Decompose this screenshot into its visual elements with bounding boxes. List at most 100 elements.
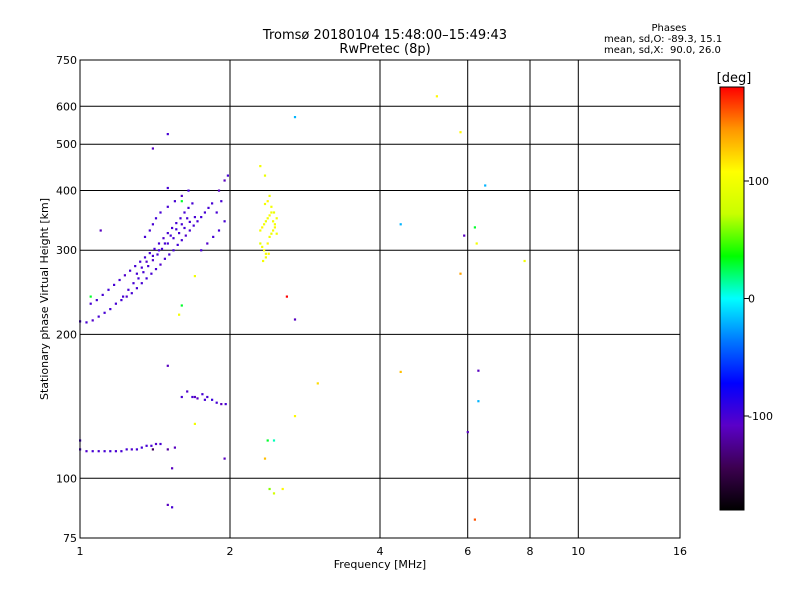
scatter-point (266, 200, 269, 203)
scatter-point (130, 292, 133, 295)
scatter-point (215, 401, 218, 404)
scatter-point (109, 308, 112, 311)
scatter-point (103, 450, 106, 453)
scatter-point (217, 189, 221, 192)
scatter-point (103, 311, 106, 314)
scatter-point (178, 232, 181, 235)
scatter-point (211, 202, 214, 205)
scatter-point (193, 422, 196, 425)
scatter-point (523, 259, 526, 263)
scatter-point (143, 256, 147, 259)
scatter-point (263, 249, 266, 252)
scatter-point (148, 229, 151, 232)
scatter-point (145, 444, 148, 447)
scatter-point (475, 242, 478, 245)
y-tick-label: 200 (56, 328, 77, 341)
scatter-point (293, 116, 297, 119)
scatter-point (157, 242, 161, 245)
scatter-point (217, 229, 221, 232)
scatter-point (261, 226, 264, 229)
scatter-point (166, 205, 169, 208)
scatter-point (99, 229, 102, 232)
scatter-point (463, 234, 466, 237)
scatter-point (266, 242, 269, 245)
scatter-point (201, 393, 204, 396)
phases-legend-title: Phases (651, 23, 687, 34)
scatter-point (107, 288, 110, 291)
scatter-point (203, 211, 206, 214)
scatter-point (166, 448, 169, 451)
scatter-point (91, 319, 94, 322)
scatter-point (186, 217, 189, 220)
scatter-point (151, 254, 154, 257)
scatter-point (272, 492, 276, 495)
scatter-point (180, 304, 183, 307)
scatter-point (101, 293, 104, 296)
scatter-point (220, 200, 223, 203)
scatter-point (188, 229, 191, 232)
scatter-point (484, 184, 487, 187)
scatter-point (97, 315, 100, 318)
scatter-point (272, 211, 276, 214)
scatter-point (477, 400, 480, 403)
y-axis-label: Stationary phase Virtual Height [km] (38, 198, 51, 400)
y-tick-labels: 75 100 200 300 400 500 600 750 (56, 54, 77, 545)
scatter-point (89, 302, 92, 305)
scatter-point (268, 487, 271, 491)
scatter-point (114, 302, 117, 305)
x-tick-label: 8 (527, 545, 534, 558)
scatter-point (224, 403, 227, 406)
scatter-point (175, 228, 178, 231)
scatter-point (273, 226, 276, 229)
scatter-point (262, 259, 265, 263)
scatter-point (263, 174, 267, 177)
y-tick-label: 600 (56, 100, 77, 113)
scatter-point (215, 211, 218, 214)
scatter-point (173, 200, 176, 203)
scatter-point (154, 217, 158, 220)
scatter-point (192, 224, 195, 227)
y-tick-label: 500 (56, 138, 77, 151)
scatter-point (125, 448, 128, 451)
phases-legend-o-mode: mean, sd,O: -89.3, 15.1 (604, 34, 723, 45)
scatter-point (259, 242, 262, 245)
scatter-point (154, 268, 158, 271)
scatter-point (150, 444, 153, 447)
scatter-point (184, 234, 187, 237)
scatter-point (123, 274, 126, 277)
colorbar-tick-label: 100 (748, 175, 769, 188)
scatter-point (159, 442, 162, 446)
scatter-point (268, 235, 271, 238)
scatter-point (316, 382, 319, 385)
x-tick-labels: 1 2 4 6 8 10 16 (77, 545, 688, 558)
chart-subtitle: RwPretec (8p) (339, 42, 431, 57)
scatter-point (178, 313, 181, 316)
scatter-point (275, 217, 278, 220)
scatter-point (147, 265, 150, 268)
scatter-point (114, 450, 117, 453)
scatter-point (193, 275, 196, 278)
scatter-point (85, 321, 88, 324)
scatter-point (473, 518, 476, 521)
colorbar-label: [deg] (717, 71, 752, 86)
scatter-point (268, 194, 271, 197)
scatter-point (172, 237, 175, 240)
colorbar-tick-label: 0 (748, 293, 755, 306)
scatter-point (263, 223, 266, 226)
scatter-point (127, 288, 130, 291)
y-tick-label: 300 (56, 244, 77, 257)
scatter-point (135, 448, 138, 451)
scatter-point (267, 252, 270, 255)
scatter-point (183, 211, 186, 214)
scatter-point (196, 397, 199, 400)
scatter-point (399, 370, 402, 373)
x-tick-label: 2 (227, 545, 234, 558)
scatter-point (89, 295, 92, 298)
scatter-point (223, 220, 226, 223)
scatter-point (140, 266, 143, 269)
scatter-point (466, 431, 469, 434)
scatter-point (226, 174, 229, 177)
scatter-point (270, 232, 273, 235)
scatter-point (151, 448, 154, 451)
